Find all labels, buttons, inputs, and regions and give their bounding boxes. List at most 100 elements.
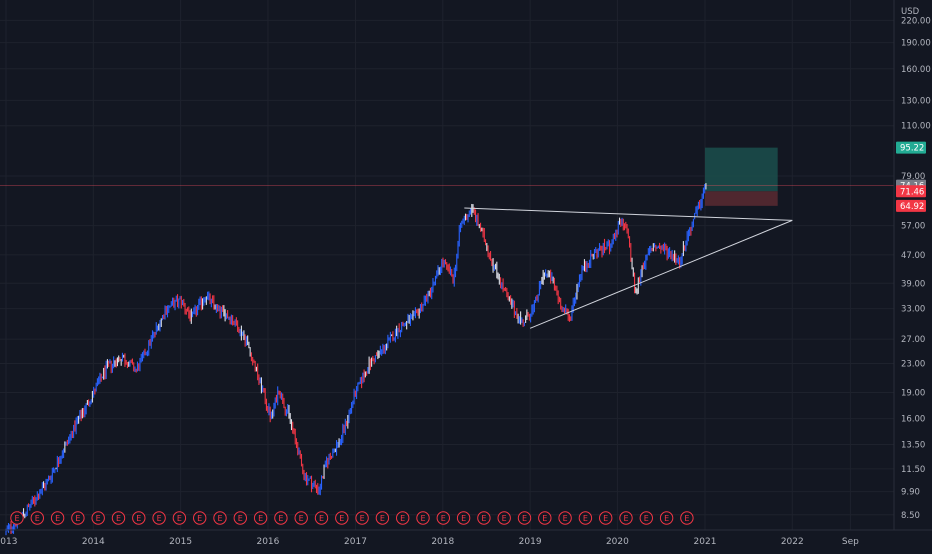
price-tick-label: 8.50: [901, 511, 920, 521]
earnings-marker-circle: [172, 511, 187, 525]
price-tick-label: 39.00: [901, 279, 925, 289]
price-tick-label: 79.00: [901, 172, 925, 182]
time-tick-label: 2015: [169, 537, 192, 547]
price-label-text: 71.46: [900, 187, 924, 197]
earnings-marker[interactable]: E: [172, 511, 187, 525]
earnings-marker[interactable]: E: [659, 511, 674, 525]
earnings-marker[interactable]: E: [578, 511, 593, 525]
earnings-marker[interactable]: E: [680, 511, 694, 525]
earnings-marker[interactable]: E: [111, 511, 126, 525]
earnings-marker[interactable]: E: [91, 511, 105, 525]
earnings-marker[interactable]: E: [355, 511, 369, 525]
time-tick-label: 2017: [344, 537, 367, 547]
earnings-marker-circle: [538, 511, 552, 525]
trend-line-resistance[interactable]: [464, 207, 793, 221]
earnings-marker-label: E: [420, 514, 425, 523]
earnings-marker-circle: [335, 511, 349, 525]
earnings-marker[interactable]: E: [71, 511, 85, 525]
earnings-marker[interactable]: E: [538, 511, 552, 525]
earnings-marker[interactable]: E: [152, 511, 166, 525]
earnings-marker-circle: [314, 511, 329, 525]
earnings-marker[interactable]: E: [639, 511, 653, 525]
earnings-marker[interactable]: E: [50, 511, 65, 525]
earnings-marker-label: E: [441, 514, 446, 523]
time-tick-label: 2021: [694, 537, 717, 547]
earnings-marker-circle: [436, 511, 450, 525]
earnings-marker[interactable]: E: [253, 511, 268, 525]
time-tick-label: 2014: [82, 537, 105, 547]
earnings-marker[interactable]: E: [558, 511, 572, 525]
price-tick-label: 160.00: [901, 65, 931, 75]
trend-line-support[interactable]: [529, 219, 793, 329]
earnings-marker-circle: [253, 511, 268, 525]
earnings-marker-circle: [132, 511, 146, 525]
earnings-marker-circle: [680, 511, 694, 525]
position-loss-zone[interactable]: [704, 191, 778, 206]
currency-label: USD: [901, 7, 920, 17]
earnings-marker-label: E: [157, 514, 162, 523]
earnings-marker[interactable]: E: [436, 511, 450, 525]
price-tick-label: 260.00: [901, 0, 931, 1]
earnings-marker-circle: [375, 511, 390, 525]
time-tick-label: 2013: [0, 537, 17, 547]
earnings-marker-circle: [639, 511, 653, 525]
earnings-marker-circle: [619, 511, 633, 525]
earnings-marker-label: E: [684, 514, 689, 523]
earnings-marker[interactable]: E: [314, 511, 329, 525]
position-tool[interactable]: [0, 147, 894, 206]
earnings-marker[interactable]: E: [416, 511, 430, 525]
earnings-marker-circle: [355, 511, 369, 525]
earnings-marker[interactable]: E: [619, 511, 633, 525]
earnings-marker-circle: [50, 511, 65, 525]
earnings-marker-label: E: [664, 514, 669, 523]
earnings-marker-label: E: [197, 514, 202, 523]
price-tick-label: 13.50: [901, 440, 925, 450]
earnings-marker[interactable]: E: [193, 511, 207, 525]
earnings-marker[interactable]: E: [10, 511, 24, 525]
position-profit-zone[interactable]: [704, 147, 778, 192]
earnings-marker-label: E: [522, 514, 527, 523]
price-tick-label: 220.00: [901, 16, 931, 26]
earnings-marker[interactable]: E: [274, 511, 288, 525]
earnings-marker[interactable]: E: [599, 511, 613, 525]
earnings-marker-label: E: [55, 514, 60, 523]
price-tick-label: 27.00: [901, 335, 925, 345]
earnings-marker[interactable]: E: [517, 511, 532, 525]
earnings-marker-circle: [10, 511, 24, 525]
price-label-bg: [896, 185, 926, 198]
earnings-marker[interactable]: E: [497, 511, 511, 525]
earnings-marker-label: E: [542, 514, 547, 523]
earnings-marker[interactable]: E: [294, 511, 308, 525]
earnings-marker[interactable]: E: [477, 511, 491, 525]
earnings-marker-label: E: [14, 514, 19, 523]
price-axis[interactable]: 8.50 9.90 11.50 13.50 16.00 19.00 23.00 27.00 33…: [893, 0, 931, 530]
price-tick-label: 33.00: [901, 305, 925, 315]
trend-lines[interactable]: [464, 207, 793, 329]
price-tick-label: 110.00: [901, 122, 931, 132]
earnings-marker[interactable]: E: [30, 511, 44, 525]
earnings-marker[interactable]: E: [335, 511, 349, 525]
earnings-marker[interactable]: E: [396, 511, 410, 525]
earnings-marker[interactable]: E: [233, 511, 248, 525]
price-tick-label: 19.00: [901, 389, 925, 399]
earnings-marker-circle: [193, 511, 207, 525]
price-label-bg: [896, 199, 926, 212]
earnings-marker[interactable]: E: [213, 511, 227, 525]
time-axis[interactable]: 2013 2014 2015 2016 2017 2018 2019 2020 2021 2022…: [0, 529, 932, 547]
earnings-marker-circle: [578, 511, 593, 525]
earnings-marker[interactable]: E: [132, 511, 146, 525]
time-tick-label: 2018: [431, 537, 454, 547]
earnings-marker[interactable]: E: [375, 511, 390, 525]
price-tick-label: 57.00: [901, 222, 925, 232]
earnings-marker-label: E: [623, 514, 628, 523]
earnings-marker-label: E: [360, 514, 365, 523]
earnings-marker-circle: [294, 511, 308, 525]
earnings-marker-label: E: [380, 514, 385, 523]
earnings-marker-label: E: [177, 514, 182, 523]
time-tick-label: 2019: [519, 537, 542, 547]
earnings-marker[interactable]: E: [456, 511, 471, 525]
price-tick-label: 130.00: [901, 96, 931, 106]
earnings-marker-circle: [396, 511, 410, 525]
